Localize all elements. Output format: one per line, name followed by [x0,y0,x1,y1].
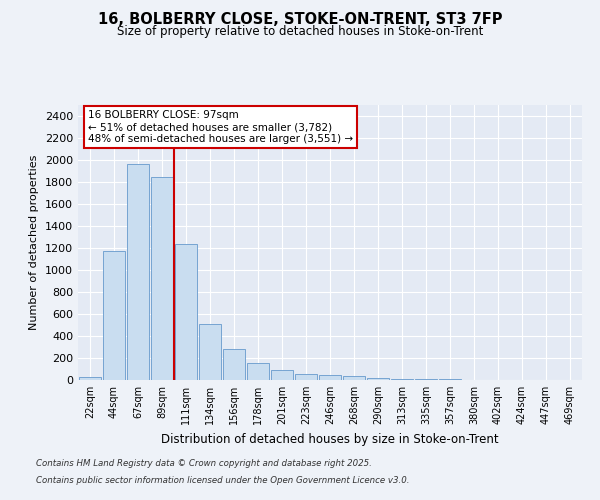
Bar [127,164,149,380]
Text: Contains HM Land Registry data © Crown copyright and database right 2025.: Contains HM Land Registry data © Crown c… [36,458,372,468]
Bar [391,379,413,380]
Y-axis label: Number of detached properties: Number of detached properties [29,155,40,330]
X-axis label: Distribution of detached houses by size in Stoke-on-Trent: Distribution of detached houses by size … [161,432,499,446]
Text: Size of property relative to detached houses in Stoke-on-Trent: Size of property relative to detached ho… [117,25,483,38]
Bar [367,378,389,380]
Bar [343,376,365,380]
Bar [271,370,293,380]
Bar [151,176,173,380]
Bar [247,363,269,380]
Text: Contains public sector information licensed under the Open Government Licence v3: Contains public sector information licen… [36,476,409,485]
Bar [415,379,437,380]
Bar [223,349,245,380]
Bar [175,244,197,380]
Bar [319,375,341,380]
Text: 16 BOLBERRY CLOSE: 97sqm
← 51% of detached houses are smaller (3,782)
48% of sem: 16 BOLBERRY CLOSE: 97sqm ← 51% of detach… [88,110,353,144]
Bar [79,377,101,380]
Bar [103,252,125,380]
Bar [295,374,317,380]
Bar [199,324,221,380]
Text: 16, BOLBERRY CLOSE, STOKE-ON-TRENT, ST3 7FP: 16, BOLBERRY CLOSE, STOKE-ON-TRENT, ST3 … [98,12,502,28]
